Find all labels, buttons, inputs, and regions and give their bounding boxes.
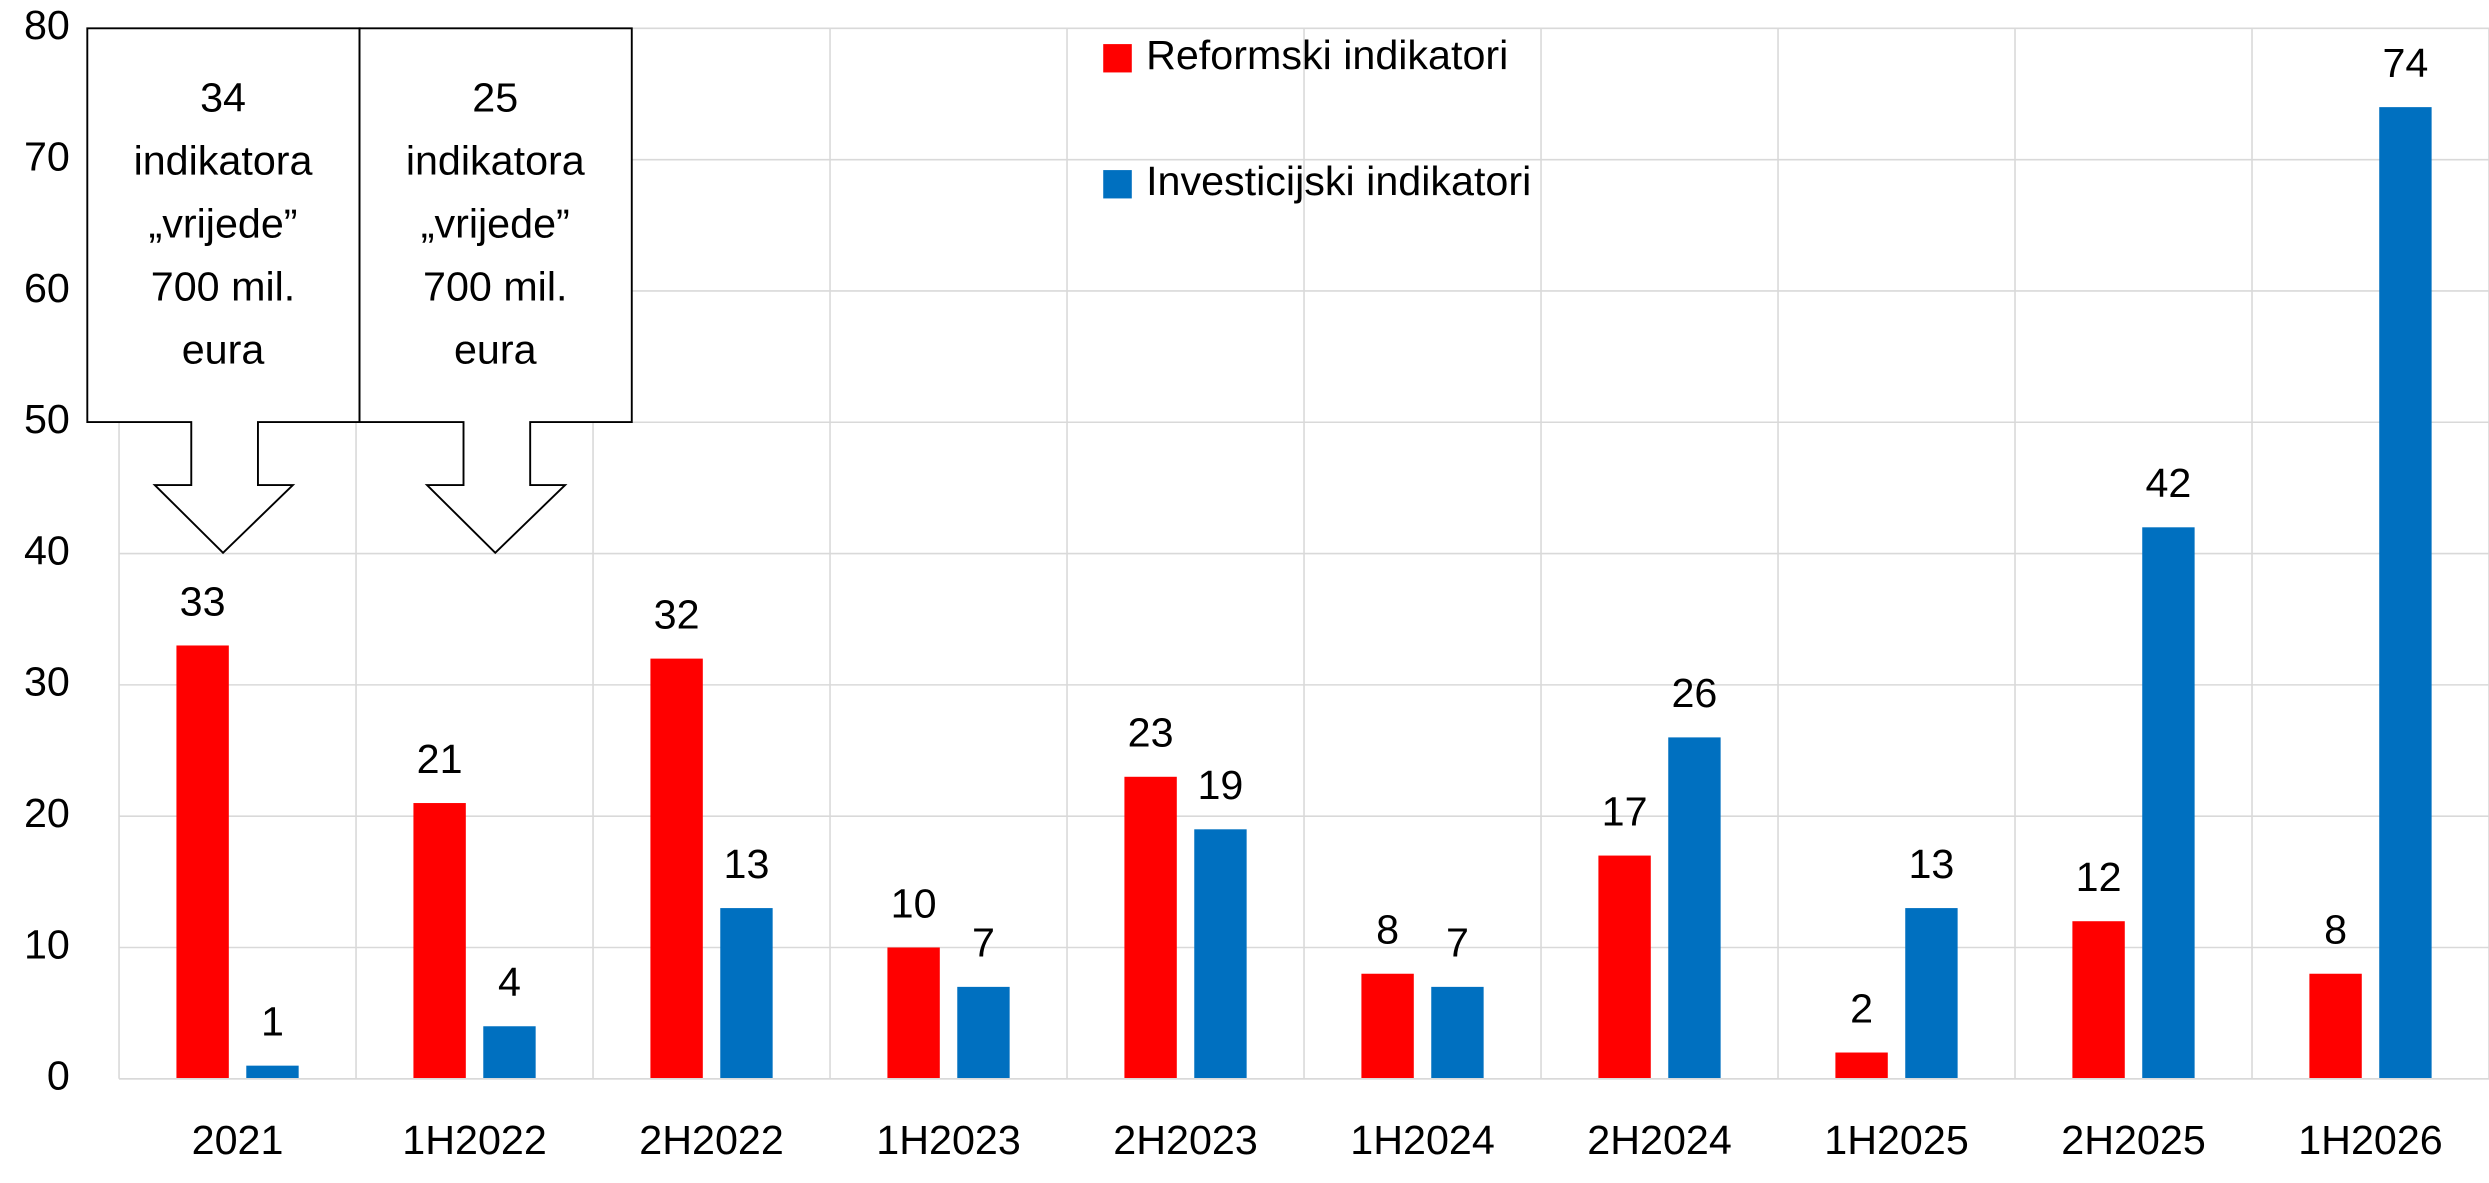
bar bbox=[1124, 776, 1177, 1079]
x-tick-label: 1H2025 bbox=[1824, 1117, 1969, 1163]
y-tick-label: 20 bbox=[24, 790, 70, 836]
y-tick-label: 50 bbox=[24, 396, 70, 442]
data-label: 74 bbox=[2382, 40, 2428, 86]
bar bbox=[1194, 829, 1247, 1079]
callout bbox=[358, 27, 633, 555]
bar bbox=[176, 645, 229, 1079]
bar bbox=[413, 803, 466, 1079]
bar bbox=[246, 1065, 299, 1079]
data-label: 8 bbox=[2324, 907, 2347, 953]
callout-text: indikatora bbox=[134, 138, 313, 184]
legend-swatch bbox=[1103, 44, 1132, 73]
data-label: 26 bbox=[1671, 670, 1717, 716]
callout-text: eura bbox=[454, 327, 537, 373]
data-label: 1 bbox=[261, 999, 284, 1045]
callout-text: „vrijede” bbox=[149, 201, 298, 247]
callout-text: „vrijede” bbox=[421, 201, 570, 247]
bar bbox=[720, 908, 773, 1079]
data-label: 10 bbox=[891, 880, 937, 926]
bar bbox=[1668, 737, 1721, 1079]
callout-text: 700 mil. bbox=[423, 264, 567, 310]
bar bbox=[2142, 527, 2195, 1079]
bar bbox=[2072, 921, 2125, 1079]
data-label: 8 bbox=[1376, 907, 1399, 953]
bar bbox=[483, 1026, 536, 1079]
data-label: 17 bbox=[1602, 789, 1648, 835]
y-tick-label: 40 bbox=[24, 528, 70, 574]
data-label: 32 bbox=[654, 592, 700, 638]
data-label: 19 bbox=[1198, 762, 1244, 808]
bar bbox=[1905, 908, 1958, 1079]
callout-text: 700 mil. bbox=[151, 264, 295, 310]
data-label: 33 bbox=[180, 578, 226, 624]
legend-label: Investicijski indikatori bbox=[1146, 158, 1531, 204]
y-tick-label: 0 bbox=[47, 1053, 70, 1099]
data-label: 12 bbox=[2076, 854, 2122, 900]
bar bbox=[2309, 973, 2362, 1079]
x-tick-label: 2H2023 bbox=[1113, 1117, 1258, 1163]
y-tick-label: 80 bbox=[24, 2, 70, 48]
data-label: 13 bbox=[1908, 841, 1954, 887]
bar bbox=[1598, 855, 1651, 1079]
bar bbox=[2379, 107, 2432, 1079]
bar bbox=[957, 986, 1010, 1079]
legend-label: Reformski indikatori bbox=[1146, 32, 1508, 78]
data-label: 23 bbox=[1128, 710, 1174, 756]
x-tick-label: 1H2024 bbox=[1350, 1117, 1495, 1163]
data-label: 2 bbox=[1850, 986, 1873, 1032]
x-tick-label: 1H2023 bbox=[876, 1117, 1021, 1163]
x-tick-label: 1H2026 bbox=[2298, 1117, 2443, 1163]
bar bbox=[1431, 986, 1484, 1079]
bar bbox=[1361, 973, 1414, 1079]
bar bbox=[887, 947, 940, 1079]
bar bbox=[1835, 1052, 1888, 1079]
bar bbox=[650, 658, 703, 1079]
y-tick-label: 70 bbox=[24, 134, 70, 180]
y-tick-label: 10 bbox=[24, 921, 70, 967]
data-label: 42 bbox=[2145, 460, 2191, 506]
callout-text: 25 bbox=[472, 75, 518, 121]
x-tick-label: 2H2022 bbox=[639, 1117, 784, 1163]
data-label: 13 bbox=[724, 841, 770, 887]
y-tick-label: 60 bbox=[24, 265, 70, 311]
x-tick-label: 2H2024 bbox=[1587, 1117, 1732, 1163]
x-tick-label: 2021 bbox=[192, 1117, 284, 1163]
data-label: 7 bbox=[1446, 920, 1469, 966]
data-label: 4 bbox=[498, 959, 521, 1005]
x-tick-label: 1H2022 bbox=[402, 1117, 547, 1163]
legend-swatch bbox=[1103, 170, 1132, 199]
data-label: 7 bbox=[972, 920, 995, 966]
callout-text: eura bbox=[182, 327, 265, 373]
callout-text: indikatora bbox=[406, 138, 585, 184]
y-tick-label: 30 bbox=[24, 659, 70, 705]
callout-text: 34 bbox=[200, 75, 246, 121]
data-label: 21 bbox=[417, 736, 463, 782]
x-tick-label: 2H2025 bbox=[2061, 1117, 2206, 1163]
